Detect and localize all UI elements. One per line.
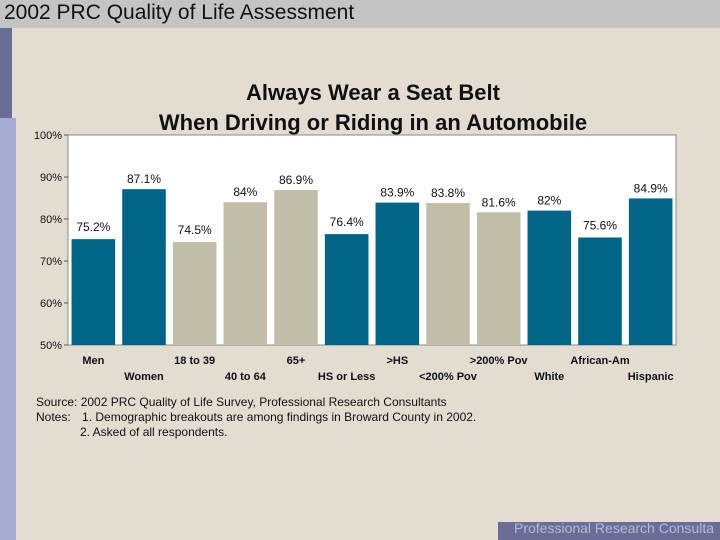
category-label: 65+ <box>287 355 306 367</box>
category-label: >HS <box>386 355 408 367</box>
bar-5 <box>274 190 318 345</box>
y-tick-label: 90% <box>40 172 62 184</box>
y-tick-label: 80% <box>40 214 62 226</box>
bar-4 <box>223 202 268 345</box>
bar-12 <box>628 198 673 345</box>
bar-11 <box>578 237 622 345</box>
header-bar: 2002 PRC Quality of Life Assessment <box>0 0 720 28</box>
data-label: 81.6% <box>482 195 516 209</box>
category-label: Hispanic <box>628 371 674 383</box>
note-2: 2. Asked of all respondents. <box>80 425 228 439</box>
data-label: 86.9% <box>279 173 313 187</box>
data-label: 84% <box>233 185 257 199</box>
notes-label: Notes: <box>36 410 71 424</box>
bar-2 <box>122 189 166 345</box>
slide-title: 2002 PRC Quality of Life Assessment <box>4 1 355 24</box>
bar-1 <box>71 239 116 345</box>
data-label: 83.9% <box>380 186 414 200</box>
bar-8 <box>426 203 470 345</box>
chart-title-line-1: Always Wear a Seat Belt <box>246 80 500 105</box>
category-label: Women <box>124 371 164 383</box>
chart-notes: Source: 2002 PRC Quality of Life Survey,… <box>36 395 476 440</box>
source-note: Source: 2002 PRC Quality of Life Survey,… <box>36 395 447 409</box>
y-tick-label: 70% <box>40 256 62 268</box>
category-label: >200% Pov <box>470 355 529 367</box>
footer-bar <box>498 522 720 540</box>
left-accent-stripe-dark <box>0 28 12 118</box>
data-label: 75.6% <box>583 218 617 232</box>
data-label: 83.8% <box>431 186 465 200</box>
y-tick-label: 60% <box>40 298 62 310</box>
category-label: African-Am <box>570 355 630 367</box>
category-label: Men <box>82 355 104 367</box>
bar-3 <box>172 242 217 345</box>
bar-7 <box>375 202 420 345</box>
footer-brand-text: Professional Research Consultants <box>514 520 714 536</box>
data-label: 74.5% <box>178 223 212 237</box>
data-label: 87.1% <box>127 172 161 186</box>
left-accent-stripe-light <box>0 118 16 540</box>
chart-title-line-2: When Driving or Riding in an Automobile <box>158 110 588 135</box>
notes-row-1: Notes: 1. Demographic breakouts are amon… <box>36 410 476 425</box>
note-1: 1. Demographic breakouts are among findi… <box>82 410 477 424</box>
data-label: 84.9% <box>634 181 668 195</box>
y-tick-label: 100% <box>34 130 62 142</box>
data-label: 82% <box>537 194 561 208</box>
bar-10 <box>527 210 572 345</box>
plot-area <box>67 134 677 346</box>
bar-6 <box>324 234 369 345</box>
category-label: White <box>534 371 564 383</box>
category-label: 40 to 64 <box>225 371 267 383</box>
category-label: HS or Less <box>318 371 375 383</box>
data-label: 75.2% <box>76 220 110 234</box>
y-tick-label: 50% <box>40 340 62 352</box>
category-label: <200% Pov <box>419 371 478 383</box>
category-label: 18 to 39 <box>174 355 215 367</box>
data-label: 76.4% <box>330 215 364 229</box>
bar-9 <box>476 212 521 345</box>
